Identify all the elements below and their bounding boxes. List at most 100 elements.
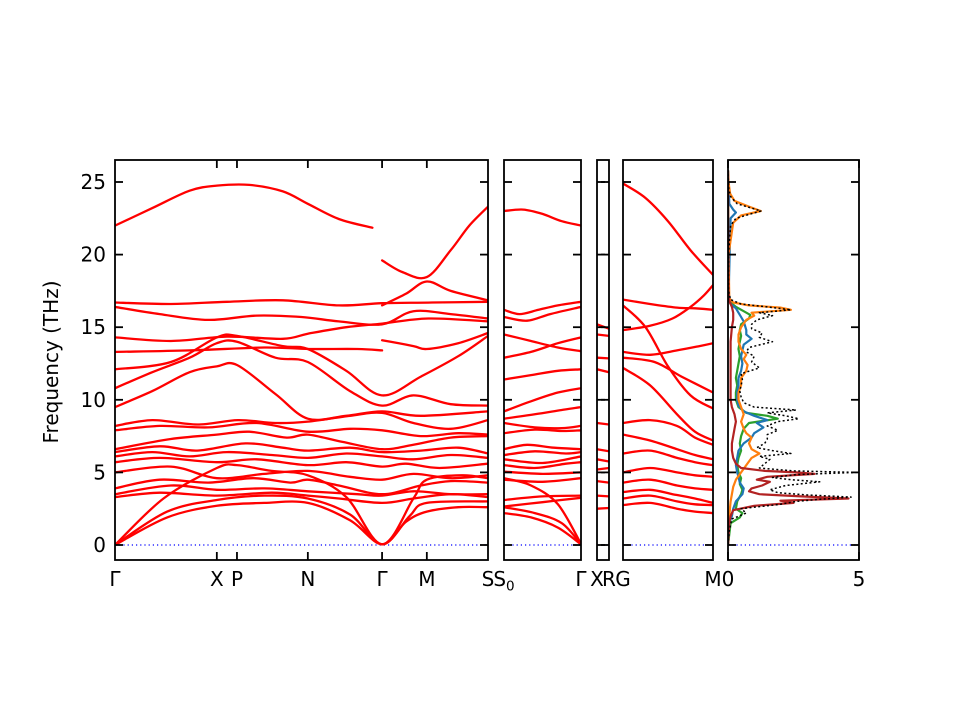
phonon-band-line	[115, 500, 488, 547]
x-axis-tick-label: S	[482, 567, 495, 591]
phonon-band-line	[380, 331, 488, 351]
phonon-band-line	[623, 433, 713, 461]
y-axis-tick-label: 10	[81, 388, 106, 412]
phonon-band-line	[623, 478, 713, 491]
phonon-band-line	[623, 366, 713, 442]
phonon-band-line	[115, 430, 488, 451]
phonon-band-line	[623, 298, 713, 311]
phonon-band-line	[623, 501, 713, 515]
phonon-band-line	[504, 421, 581, 430]
phonon-band-line	[504, 450, 581, 457]
phonon-band-line	[597, 466, 609, 471]
x-axis-tick-label: S0	[493, 567, 514, 595]
phonon-band-line	[115, 450, 488, 461]
dos-darkred-curve	[728, 170, 850, 546]
phonon-band-line	[504, 336, 581, 359]
phonon-band-line	[115, 421, 488, 438]
x-axis-tick-label: M	[418, 567, 435, 591]
x-axis-tick-label: G	[615, 567, 631, 591]
phonon-band-line	[115, 305, 488, 326]
phonon-band-line	[115, 456, 488, 470]
phonon-band-line	[115, 484, 488, 497]
x-axis-tick-label: 0	[722, 567, 735, 591]
phonon-band-line	[504, 387, 581, 413]
phonon-band-line	[380, 205, 488, 280]
panel-frame	[622, 159, 714, 561]
y-axis-tick-label: 15	[81, 315, 106, 339]
phonon-band-line	[504, 300, 581, 316]
phonon-band-line	[623, 182, 713, 277]
phonon-band-line	[504, 368, 581, 381]
phonon-band-line	[623, 418, 713, 446]
phonon-band-line	[504, 511, 581, 546]
panel-frame	[727, 159, 860, 561]
phonon-band-line	[597, 421, 609, 426]
panel-frame	[596, 159, 610, 561]
band-panel-s0-gamma: S0 Γ	[493, 159, 587, 595]
x-axis-tick-label: Γ	[575, 567, 587, 591]
phonon-band-line	[115, 346, 384, 354]
phonon-band-line	[623, 356, 713, 394]
phonon-band-line	[504, 208, 581, 227]
phonon-band-line	[115, 491, 488, 505]
phonon-band-line	[504, 405, 581, 420]
phonon-band-line	[504, 443, 581, 451]
y-axis-tick-label: 5	[93, 460, 106, 484]
x-axis-tick-label: Γ	[376, 567, 388, 591]
panel-frame	[503, 159, 582, 561]
phonon-band-line	[504, 455, 581, 465]
phonon-band-line	[597, 368, 609, 374]
phonon-band-line	[504, 496, 581, 508]
phonon-band-line	[597, 506, 609, 510]
phonon-band-line	[504, 461, 581, 470]
phonon-band-line	[623, 342, 713, 356]
phonon-band-line	[623, 283, 713, 332]
x-axis-tick-label: X	[590, 567, 604, 591]
phonon-band-line	[115, 361, 488, 422]
phonon-band-line	[597, 494, 609, 498]
phonon-band-line	[115, 494, 488, 547]
panel-frame	[114, 159, 489, 561]
y-axis-tick-label: 20	[81, 243, 106, 267]
band-panel-x-r: XR	[590, 159, 616, 591]
phonon-band-line	[623, 488, 713, 505]
phonon-band-line	[597, 458, 609, 463]
x-axis-tick-label: M	[704, 567, 721, 591]
phonon-band-line	[115, 477, 488, 496]
phonon-band-line	[504, 477, 581, 545]
x-axis-tick-label: N	[300, 567, 315, 591]
y-axis-tick-label: 25	[81, 170, 106, 194]
y-axis-tick-label: 0	[93, 533, 106, 557]
phonon-band-line	[597, 356, 609, 360]
phonon-band-line	[504, 333, 581, 353]
phonon-band-line	[623, 466, 713, 478]
phonon-band-line	[504, 506, 581, 546]
phonon-band-line	[115, 465, 488, 481]
phonon-band-line	[504, 305, 581, 322]
phonon-band-line	[597, 333, 609, 338]
phonon-band-line	[115, 317, 488, 343]
phonon-band-line	[623, 449, 713, 467]
phonon-band-line	[623, 304, 713, 410]
phonon-band-line	[597, 448, 609, 453]
phonon-band-line	[504, 428, 581, 435]
phonon-band-line	[115, 339, 488, 407]
phonon-band-line	[115, 299, 488, 307]
phonon-band-line	[504, 470, 581, 476]
x-axis-tick-label: X	[210, 567, 224, 591]
dos-orange-curve	[728, 170, 792, 546]
phonon-band-line	[597, 479, 609, 484]
dos-blue-curve	[728, 170, 769, 546]
phonon-band-line	[504, 494, 581, 502]
phonon-band-line	[623, 494, 713, 507]
phonon-band-line	[115, 411, 488, 430]
x-axis-tick-label: Γ	[109, 567, 121, 591]
phonon-band-line	[115, 442, 488, 455]
x-axis-tick-label: R	[602, 567, 616, 591]
phonon-band-line	[115, 183, 374, 229]
